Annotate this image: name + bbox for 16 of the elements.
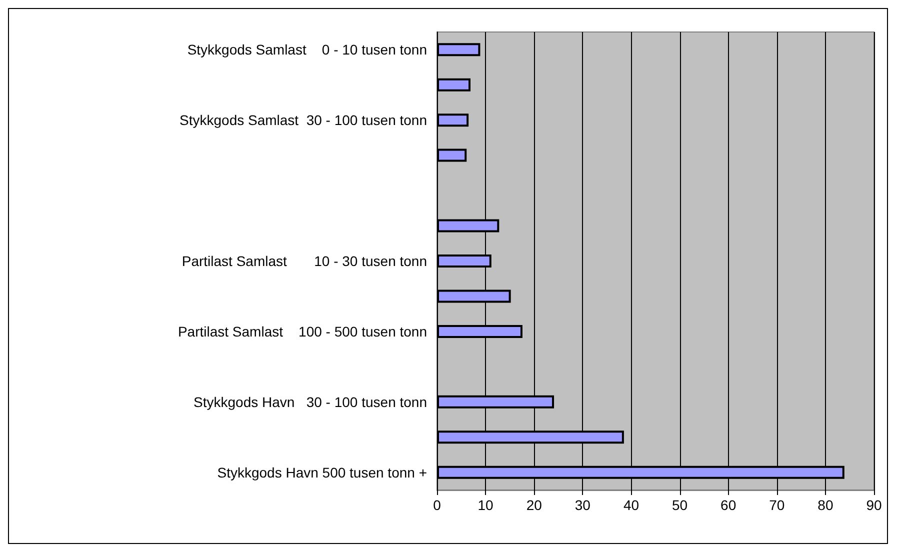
y-tick-label: Partilast Samlast 100 - 500 tusen tonn [178, 323, 427, 340]
y-tick-label: Stykkgods Samlast 0 - 10 tusen tonn [187, 42, 427, 58]
x-tick-label: 70 [769, 497, 785, 513]
x-tick-label: 20 [526, 497, 542, 513]
y-tick-label: Stykkgods Samlast 30 - 100 tusen tonn [180, 112, 427, 128]
y-tick-label: Stykkgods Havn 30 - 100 tusen tonn [194, 394, 427, 410]
y-tick-label: Partilast Samlast 10 - 30 tusen tonn [182, 253, 427, 269]
x-tick-label: 40 [623, 497, 640, 513]
x-tick-label: 0 [433, 497, 442, 513]
x-tick-label: 90 [866, 497, 882, 513]
x-tick-label: 50 [672, 497, 688, 513]
x-tick-label: 30 [574, 497, 591, 513]
x-tick-label: 60 [720, 497, 736, 513]
x-tick-label: 80 [818, 497, 834, 513]
x-tick-label: 10 [478, 497, 494, 513]
y-tick-label: Stykkgods Havn 500 tusen tonn + [217, 464, 427, 480]
